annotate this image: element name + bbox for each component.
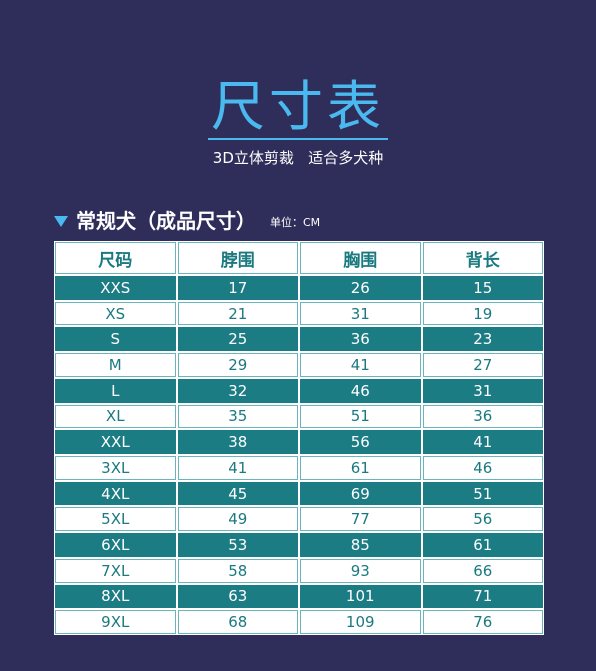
table-cell-neck: 58: [177, 558, 298, 583]
table-cell-back: 76: [422, 610, 543, 634]
table-cell-size: 4XL: [55, 481, 176, 506]
table-cell-back: 51: [422, 481, 543, 506]
table-cell-chest: 56: [300, 430, 421, 454]
table-cell-size: M: [55, 353, 176, 377]
table-cell-back: 41: [422, 430, 543, 454]
table-cell-chest: 101: [300, 584, 421, 609]
table-cell-neck: 35: [177, 404, 298, 429]
table-header-chest: 胸围: [300, 242, 421, 274]
table-cell-neck: 63: [177, 584, 298, 609]
table-cell-size: XXL: [55, 430, 176, 454]
table-cell-chest: 26: [300, 276, 421, 300]
table-cell-size: L: [55, 378, 176, 403]
table-cell-chest: 77: [300, 507, 421, 532]
table-cell-neck: 32: [177, 378, 298, 403]
table-cell-size: 7XL: [55, 558, 176, 583]
table-header-size: 尺码: [55, 242, 176, 274]
table-cell-back: 46: [422, 455, 543, 480]
table-cell-size: 6XL: [55, 533, 176, 557]
table-cell-chest: 93: [300, 558, 421, 583]
table-cell-back: 23: [422, 327, 543, 352]
table-cell-size: 5XL: [55, 507, 176, 532]
table-cell-back: 31: [422, 378, 543, 403]
table-cell-size: S: [55, 327, 176, 352]
table-cell-size: 3XL: [55, 455, 176, 480]
table-cell-chest: 69: [300, 481, 421, 506]
table-cell-neck: 17: [177, 276, 298, 300]
page-subtitle: 3D立体剪裁 适合多犬种: [212, 149, 384, 167]
table-cell-back: 15: [422, 276, 543, 300]
table-cell-back: 56: [422, 507, 543, 532]
table-header-neck: 脖围: [177, 242, 298, 274]
table-header-back: 背长: [422, 242, 543, 274]
page-title: 尺寸表: [211, 75, 385, 138]
table-cell-chest: 41: [300, 353, 421, 377]
section-title: 常规犬（成品尺寸）: [76, 209, 256, 233]
table-cell-chest: 36: [300, 327, 421, 352]
table-cell-neck: 41: [177, 455, 298, 480]
table-cell-size: 8XL: [55, 584, 176, 609]
table-cell-back: 27: [422, 353, 543, 377]
table-cell-size: 9XL: [55, 610, 176, 634]
table-cell-chest: 31: [300, 301, 421, 326]
table-cell-neck: 25: [177, 327, 298, 352]
table-cell-chest: 51: [300, 404, 421, 429]
table-cell-chest: 85: [300, 533, 421, 557]
size-table: 尺码 脖围 胸围 背长 XXS 17 26 15 XS 21 31 19 S 25 36 23 M 29 4…: [54, 241, 544, 635]
table-cell-back: 19: [422, 301, 543, 326]
table-cell-neck: 68: [177, 610, 298, 634]
table-cell-size: XS: [55, 301, 176, 326]
section-heading: 常规犬（成品尺寸） 单位：CM: [54, 207, 320, 235]
table-cell-neck: 49: [177, 507, 298, 532]
table-cell-chest: 109: [300, 610, 421, 634]
table-cell-neck: 45: [177, 481, 298, 506]
table-cell-chest: 46: [300, 378, 421, 403]
table-cell-neck: 21: [177, 301, 298, 326]
table-cell-size: XL: [55, 404, 176, 429]
table-cell-chest: 61: [300, 455, 421, 480]
unit-label: 单位：CM: [270, 216, 321, 229]
table-cell-neck: 29: [177, 353, 298, 377]
table-cell-back: 66: [422, 558, 543, 583]
table-cell-back: 71: [422, 584, 543, 609]
table-cell-neck: 38: [177, 430, 298, 454]
title-underline: [208, 138, 388, 140]
table-cell-back: 36: [422, 404, 543, 429]
table-cell-size: XXS: [55, 276, 176, 300]
table-cell-neck: 53: [177, 533, 298, 557]
triangle-down-icon: [54, 215, 68, 227]
table-cell-back: 61: [422, 533, 543, 557]
